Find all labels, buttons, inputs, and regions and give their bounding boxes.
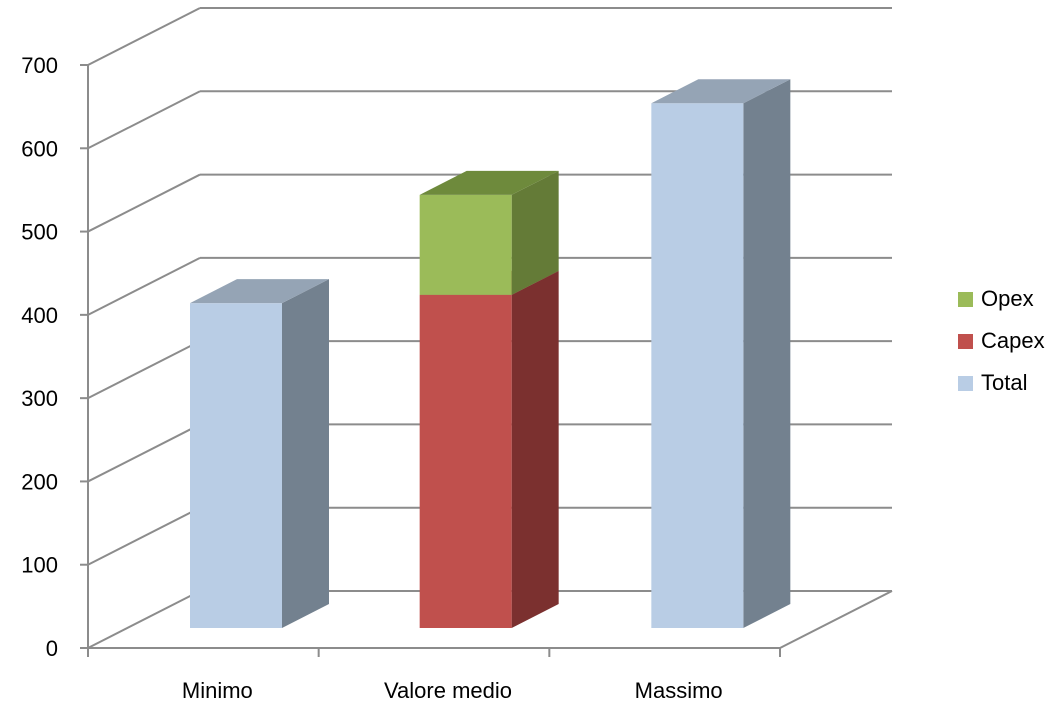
y-axis-ticks: 0 100 200 300 400 500 600 700: [21, 53, 88, 661]
y-tick-label: 0: [46, 636, 58, 661]
legend-swatch-total: [958, 375, 973, 391]
legend-swatch-capex: [958, 333, 973, 349]
legend-swatch-opex: [958, 291, 973, 307]
legend-label-total: Total: [981, 370, 1028, 395]
bar-side-face: [282, 279, 329, 628]
legend-item-total: Total: [958, 362, 1045, 404]
bar-total: [651, 79, 791, 629]
bar-side-face: [511, 170, 559, 295]
x-axis: Minimo Valore medio Massimo: [87, 648, 781, 703]
bar-front-face: [651, 103, 744, 629]
legend-label-opex: Opex: [981, 286, 1034, 311]
bar-top-face: [190, 279, 329, 304]
gridline-side: [87, 423, 201, 483]
x-category-label: Minimo: [182, 678, 253, 703]
bar-top-face: [651, 79, 791, 104]
bar-front-face: [419, 294, 512, 628]
y-tick-label: 500: [21, 220, 58, 245]
floor-right-edge: [779, 590, 893, 649]
y-tick-label: 700: [21, 53, 58, 78]
bar-total: [190, 279, 329, 628]
y-tick-label: 600: [21, 136, 58, 161]
bar-capex: [419, 270, 559, 628]
gridline-side: [87, 590, 201, 649]
bar-front-face: [419, 194, 512, 295]
legend-item-opex: Opex: [958, 278, 1045, 320]
y-tick-label: 400: [21, 303, 58, 328]
bar-side-face: [511, 270, 559, 628]
gridline-side: [87, 256, 201, 316]
bars: [190, 79, 791, 629]
gridline-side: [87, 340, 201, 400]
gridline-side: [87, 506, 201, 566]
gridline-side: [87, 173, 201, 233]
bar-side-face: [743, 79, 791, 629]
gridline-side: [87, 90, 201, 150]
gridline-side: [87, 7, 201, 66]
y-tick-label: 100: [21, 553, 58, 578]
x-category-label: Valore medio: [384, 678, 512, 703]
legend-item-capex: Capex: [958, 320, 1045, 362]
bar-opex: [419, 170, 559, 295]
bar-front-face: [190, 303, 282, 628]
chart-walls: [87, 65, 893, 649]
y-tick-label: 200: [21, 469, 58, 494]
legend: Opex Capex Total: [958, 278, 1045, 404]
legend-label-capex: Capex: [981, 328, 1045, 353]
bar-top-face: [419, 170, 559, 195]
x-category-label: Massimo: [635, 678, 723, 703]
y-tick-label: 300: [21, 386, 58, 411]
